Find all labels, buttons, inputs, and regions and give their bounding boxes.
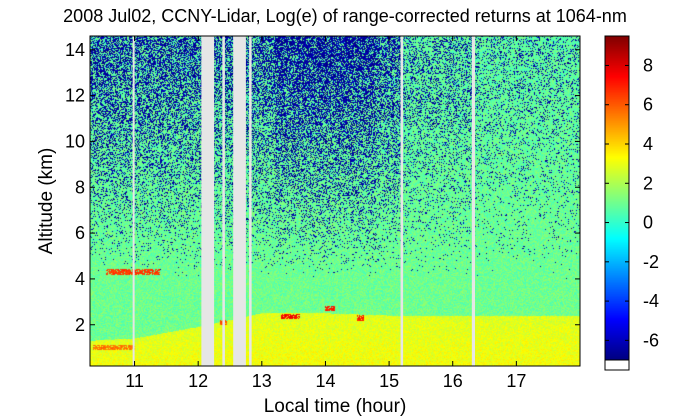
x-tick-label: 14: [315, 371, 335, 391]
x-axis-ticks: 11 12 13 14 15 16 17: [125, 36, 526, 391]
colorbar-ticks: 8 6 4 2 0 -2 -4 -6: [605, 55, 659, 350]
colorbar-tick-label: 2: [643, 173, 653, 193]
y-tick-label: 10: [65, 131, 85, 151]
backscatter-heatmap: [90, 36, 580, 366]
colorbar-tick-label: -2: [643, 252, 659, 272]
chart-title: 2008 Jul02, CCNY-Lidar, Log(e) of range-…: [63, 6, 627, 26]
colorbar-tick-label: -6: [643, 330, 659, 350]
colorbar-tick-label: 6: [643, 95, 653, 115]
data-gap-4: [249, 36, 252, 366]
x-tick-label: 12: [188, 371, 208, 391]
plot-area: 11 12 13 14 15 16 17 2 4 6 8 10 12 14: [65, 35, 581, 391]
x-tick-label: 17: [506, 371, 526, 391]
x-tick-label: 11: [125, 371, 144, 391]
data-gap-1: [201, 36, 215, 366]
y-tick-label: 4: [75, 269, 85, 289]
x-tick-label: 13: [252, 371, 272, 391]
y-axis-ticks: 2 4 6 8 10 12 14: [65, 40, 580, 335]
data-gap-3: [233, 36, 246, 366]
x-tick-label: 16: [443, 371, 463, 391]
colorbar-tick-label: 0: [643, 213, 653, 233]
plot-frame: [89, 35, 581, 367]
y-tick-label: 14: [65, 40, 85, 60]
colorbar-tick-label: 8: [643, 55, 653, 75]
data-gap-5: [400, 36, 404, 366]
y-tick-label: 8: [75, 177, 85, 197]
data-gap-0: [132, 36, 135, 366]
colorbar-tick-label: -4: [643, 291, 659, 311]
colorbar-tick-label: 4: [643, 134, 653, 154]
data-gap-6: [471, 36, 475, 366]
colorbar: 8 6 4 2 0 -2 -4 -6: [604, 35, 659, 371]
y-tick-label: 6: [75, 223, 85, 243]
colorbar-gradient: [605, 36, 629, 360]
x-axis-label: Local time (hour): [264, 396, 407, 417]
y-tick-label: 2: [75, 315, 85, 335]
colorbar-frame: [604, 35, 630, 371]
data-gaps: [132, 36, 475, 366]
y-axis-label: Altitude (km): [36, 148, 57, 255]
x-tick-label: 15: [379, 371, 399, 391]
y-tick-label: 12: [65, 86, 85, 106]
data-gap-2: [222, 36, 225, 366]
